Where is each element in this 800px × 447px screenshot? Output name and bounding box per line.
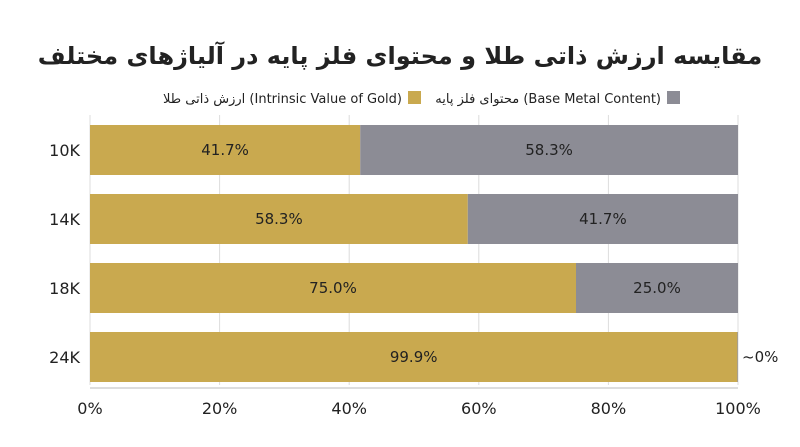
data-label-18K-series-2: 25.0% bbox=[633, 279, 681, 297]
bar-24K-series-2 bbox=[737, 332, 738, 382]
bars: 41.7% 58.3% 58.3% 41.7% 75.0% 25.0% 99.9% ~0% bbox=[90, 125, 778, 382]
data-label-10K-series-1: 41.7% bbox=[201, 141, 249, 159]
bar-10K-series-1 bbox=[90, 125, 361, 175]
x-tick-label-1: 20% bbox=[202, 399, 238, 418]
x-axis: 0% 20% 40% 60% 80% 100% bbox=[77, 387, 761, 418]
data-label-24K-series-1: 99.9% bbox=[390, 348, 438, 366]
x-tick-label-0: 0% bbox=[77, 399, 102, 418]
y-axis: 10K 14K 18K 24K bbox=[49, 141, 80, 367]
y-tick-label-18K: 18K bbox=[49, 279, 80, 298]
y-tick-label-14K: 14K bbox=[49, 210, 80, 229]
data-label-10K-series-2: 58.3% bbox=[525, 141, 573, 159]
legend-swatch-1 bbox=[667, 91, 680, 104]
y-tick-label-24K: 24K bbox=[49, 348, 80, 367]
bar-14K-series-2 bbox=[467, 194, 738, 244]
data-label-24K-series-2: ~0% bbox=[742, 348, 778, 366]
x-tick-label-2: 40% bbox=[331, 399, 367, 418]
x-tick-label-3: 60% bbox=[461, 399, 497, 418]
bar-10K-series-2 bbox=[360, 125, 738, 175]
legend-swatch-2 bbox=[408, 91, 421, 104]
chart-title: مقایسه ارزش ذاتی طلا و محتوای فلز پایه د… bbox=[38, 41, 762, 70]
data-label-14K-series-1: 58.3% bbox=[255, 210, 303, 228]
bar-18K-series-1 bbox=[90, 263, 576, 313]
legend-label-2: ارزش ذاتی طلا (Intrinsic Value of Gold) bbox=[163, 92, 402, 107]
data-label-14K-series-2: 41.7% bbox=[579, 210, 627, 228]
data-label-18K-series-1: 75.0% bbox=[309, 279, 357, 297]
legend: محتوای فلز پایه (Base Metal Content) ارزش… bbox=[163, 91, 680, 107]
x-tick-label-4: 80% bbox=[591, 399, 627, 418]
x-tick-label-5: 100% bbox=[715, 399, 761, 418]
bar-24K-series-1 bbox=[90, 332, 738, 382]
bar-14K-series-1 bbox=[90, 194, 468, 244]
y-tick-label-10K: 10K bbox=[49, 141, 80, 160]
legend-label-1: محتوای فلز پایه (Base Metal Content) bbox=[435, 92, 661, 107]
bar-18K-series-2 bbox=[576, 263, 738, 313]
